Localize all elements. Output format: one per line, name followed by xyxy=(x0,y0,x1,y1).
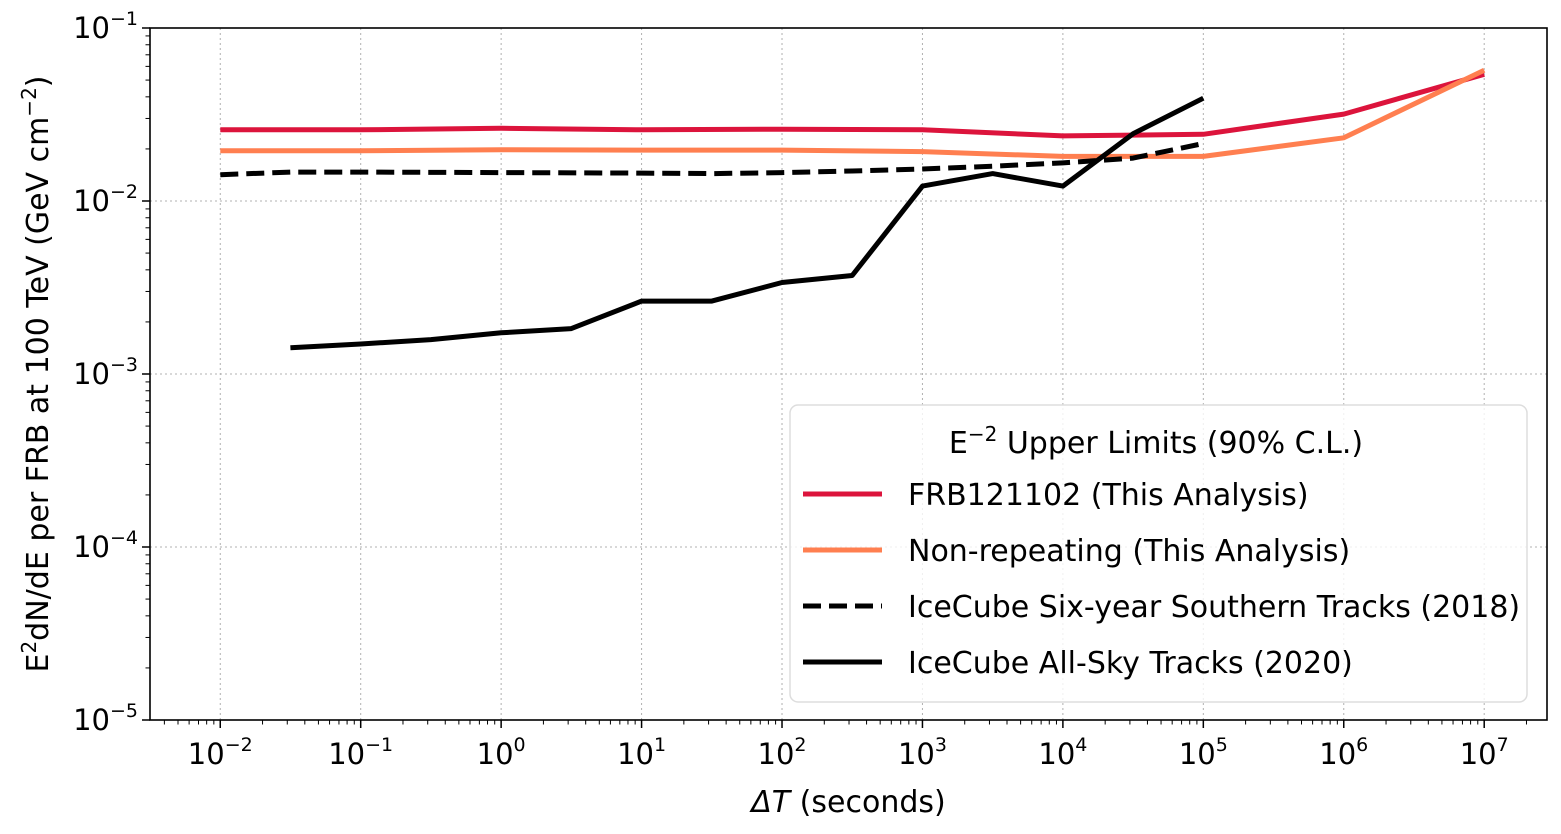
y-tick-exp: −4 xyxy=(110,527,138,549)
y-tick-label: 10−3 xyxy=(73,354,138,391)
x-tick-exp: 7 xyxy=(1497,734,1509,756)
series-line-frb121102-this-analysis xyxy=(220,71,1485,139)
legend-box xyxy=(789,404,1528,703)
y-axis-sup-1: 2 xyxy=(17,641,41,654)
legend-title-prefix: E xyxy=(949,426,968,461)
x-tick-base: 10 xyxy=(1038,737,1075,771)
y-tick-label: 10−5 xyxy=(73,700,138,737)
legend-label: Non-repeating (This Analysis) xyxy=(908,534,1350,569)
series-layer xyxy=(220,67,1486,351)
x-tick-base: 10 xyxy=(328,737,365,771)
legend-label: FRB121102 (This Analysis) xyxy=(908,478,1309,513)
x-tick-label: 107 xyxy=(1460,734,1509,771)
axis-ticks: 10−2 10−1 100 101 102 103 104 105 106 10710−510−4… xyxy=(73,8,1527,771)
x-tick-exp: −2 xyxy=(225,734,253,756)
x-tick-label: 102 xyxy=(758,734,807,771)
x-tick-label: 105 xyxy=(1179,734,1228,771)
x-tick-exp: 5 xyxy=(1216,734,1228,756)
x-tick-label: 104 xyxy=(1038,734,1087,771)
legend-title: E−2 Upper Limits (90% C.L.) xyxy=(949,422,1363,461)
series-line-non-repeating-this-analysis xyxy=(220,67,1486,159)
x-tick-base: 10 xyxy=(477,737,514,771)
legend: E−2 Upper Limits (90% C.L.) FRB121102 (T… xyxy=(789,404,1528,703)
x-tick-base: 10 xyxy=(898,737,935,771)
x-tick-exp: 3 xyxy=(935,734,947,756)
x-tick-exp: 4 xyxy=(1075,734,1087,756)
x-axis-title: ΔT (seconds) xyxy=(749,785,945,820)
y-tick-exp: −3 xyxy=(110,354,138,376)
y-tick-label: 10−1 xyxy=(73,8,138,45)
x-tick-label: 10−1 xyxy=(328,734,393,771)
legend-entries: FRB121102 (This Analysis) Non-repeating (… xyxy=(803,478,1520,681)
y-tick-label: 10−2 xyxy=(73,181,138,218)
x-tick-base: 10 xyxy=(758,737,795,771)
x-tick-base: 10 xyxy=(1319,737,1356,771)
y-axis-prefix: E xyxy=(21,654,56,673)
x-tick-exp: 0 xyxy=(514,734,526,756)
x-tick-exp: −1 xyxy=(365,734,393,756)
series-line-icecube-six-year-southern-tracks-2018 xyxy=(220,141,1204,178)
y-tick-base: 10 xyxy=(73,530,110,564)
x-tick-label: 10−2 xyxy=(188,734,253,771)
y-tick-exp: −5 xyxy=(110,700,138,722)
x-tick-label: 103 xyxy=(898,734,947,771)
y-axis-suffix: ) xyxy=(21,75,56,87)
x-tick-base: 10 xyxy=(1179,737,1216,771)
x-axis-symbol: ΔT xyxy=(749,785,793,820)
x-tick-label: 106 xyxy=(1319,734,1368,771)
legend-label: IceCube Six-year Southern Tracks (2018) xyxy=(908,590,1520,625)
x-tick-label: 100 xyxy=(477,734,526,771)
x-tick-exp: 1 xyxy=(654,734,666,756)
x-axis-unit: (seconds) xyxy=(790,785,946,820)
y-tick-exp: −1 xyxy=(110,8,138,30)
x-tick-exp: 2 xyxy=(794,734,806,756)
y-tick-base: 10 xyxy=(73,11,110,45)
y-tick-base: 10 xyxy=(73,357,110,391)
series-line-icecube-all-sky-tracks-2020 xyxy=(290,95,1205,351)
legend-title-sup: −2 xyxy=(968,422,997,446)
y-tick-exp: −2 xyxy=(110,181,138,203)
y-axis-main: dN/dE per FRB at 100 TeV (GeV cm xyxy=(21,117,56,641)
x-tick-label: 101 xyxy=(617,734,666,771)
y-tick-label: 10−4 xyxy=(73,527,138,564)
y-axis-title: E2dN/dE per FRB at 100 TeV (GeV cm−2) xyxy=(17,75,56,672)
y-axis-sup-2: −2 xyxy=(17,87,41,116)
x-tick-base: 10 xyxy=(617,737,654,771)
x-tick-base: 10 xyxy=(1460,737,1497,771)
legend-label: IceCube All-Sky Tracks (2020) xyxy=(908,646,1353,681)
x-tick-base: 10 xyxy=(188,737,225,771)
y-tick-base: 10 xyxy=(73,703,110,737)
x-tick-exp: 6 xyxy=(1356,734,1368,756)
y-tick-base: 10 xyxy=(73,184,110,218)
legend-title-rest: Upper Limits (90% C.L.) xyxy=(997,426,1363,461)
